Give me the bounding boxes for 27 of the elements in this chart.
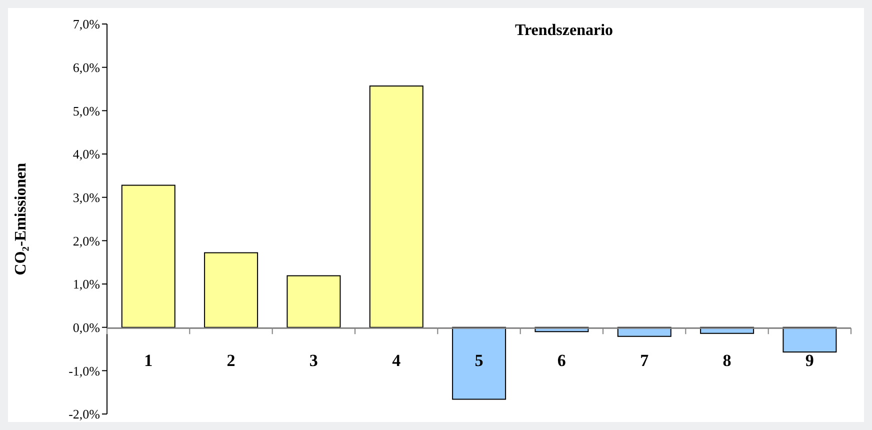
y-tick-label: 1,0% <box>72 276 100 292</box>
x-tick-label: 4 <box>392 351 402 370</box>
y-axis-title: CO₂-Emissionen <box>12 162 30 276</box>
bar <box>369 85 424 328</box>
x-tick-label: 2 <box>226 351 236 370</box>
bar <box>204 252 258 328</box>
bar <box>452 326 506 400</box>
y-tick-label: 5,0% <box>72 103 100 118</box>
y-tick-label: 0,0% <box>72 320 100 335</box>
y-tick-label: -1,0% <box>68 363 100 378</box>
chart-title: Trendszenario <box>514 22 614 40</box>
y-tick-label: 3,0% <box>72 190 100 205</box>
y-tick-label: 2,0% <box>72 233 100 248</box>
y-tick-label: 6,0% <box>72 60 100 75</box>
y-tick-label: 7,0% <box>72 16 100 32</box>
bar <box>121 184 176 328</box>
x-tick-label: 3 <box>309 351 318 370</box>
x-tick-label: 6 <box>557 351 566 370</box>
y-tick-label: 4,0% <box>72 146 100 162</box>
y-tick-label: -2,0% <box>68 406 100 422</box>
x-tick-label: 8 <box>722 351 732 370</box>
x-tick-label: 9 <box>805 351 814 370</box>
x-tick-label: 1 <box>144 351 153 370</box>
bar <box>782 326 837 353</box>
x-tick-label: 5 <box>474 351 484 370</box>
x-tick-label: 7 <box>640 351 650 370</box>
bar <box>286 275 341 328</box>
